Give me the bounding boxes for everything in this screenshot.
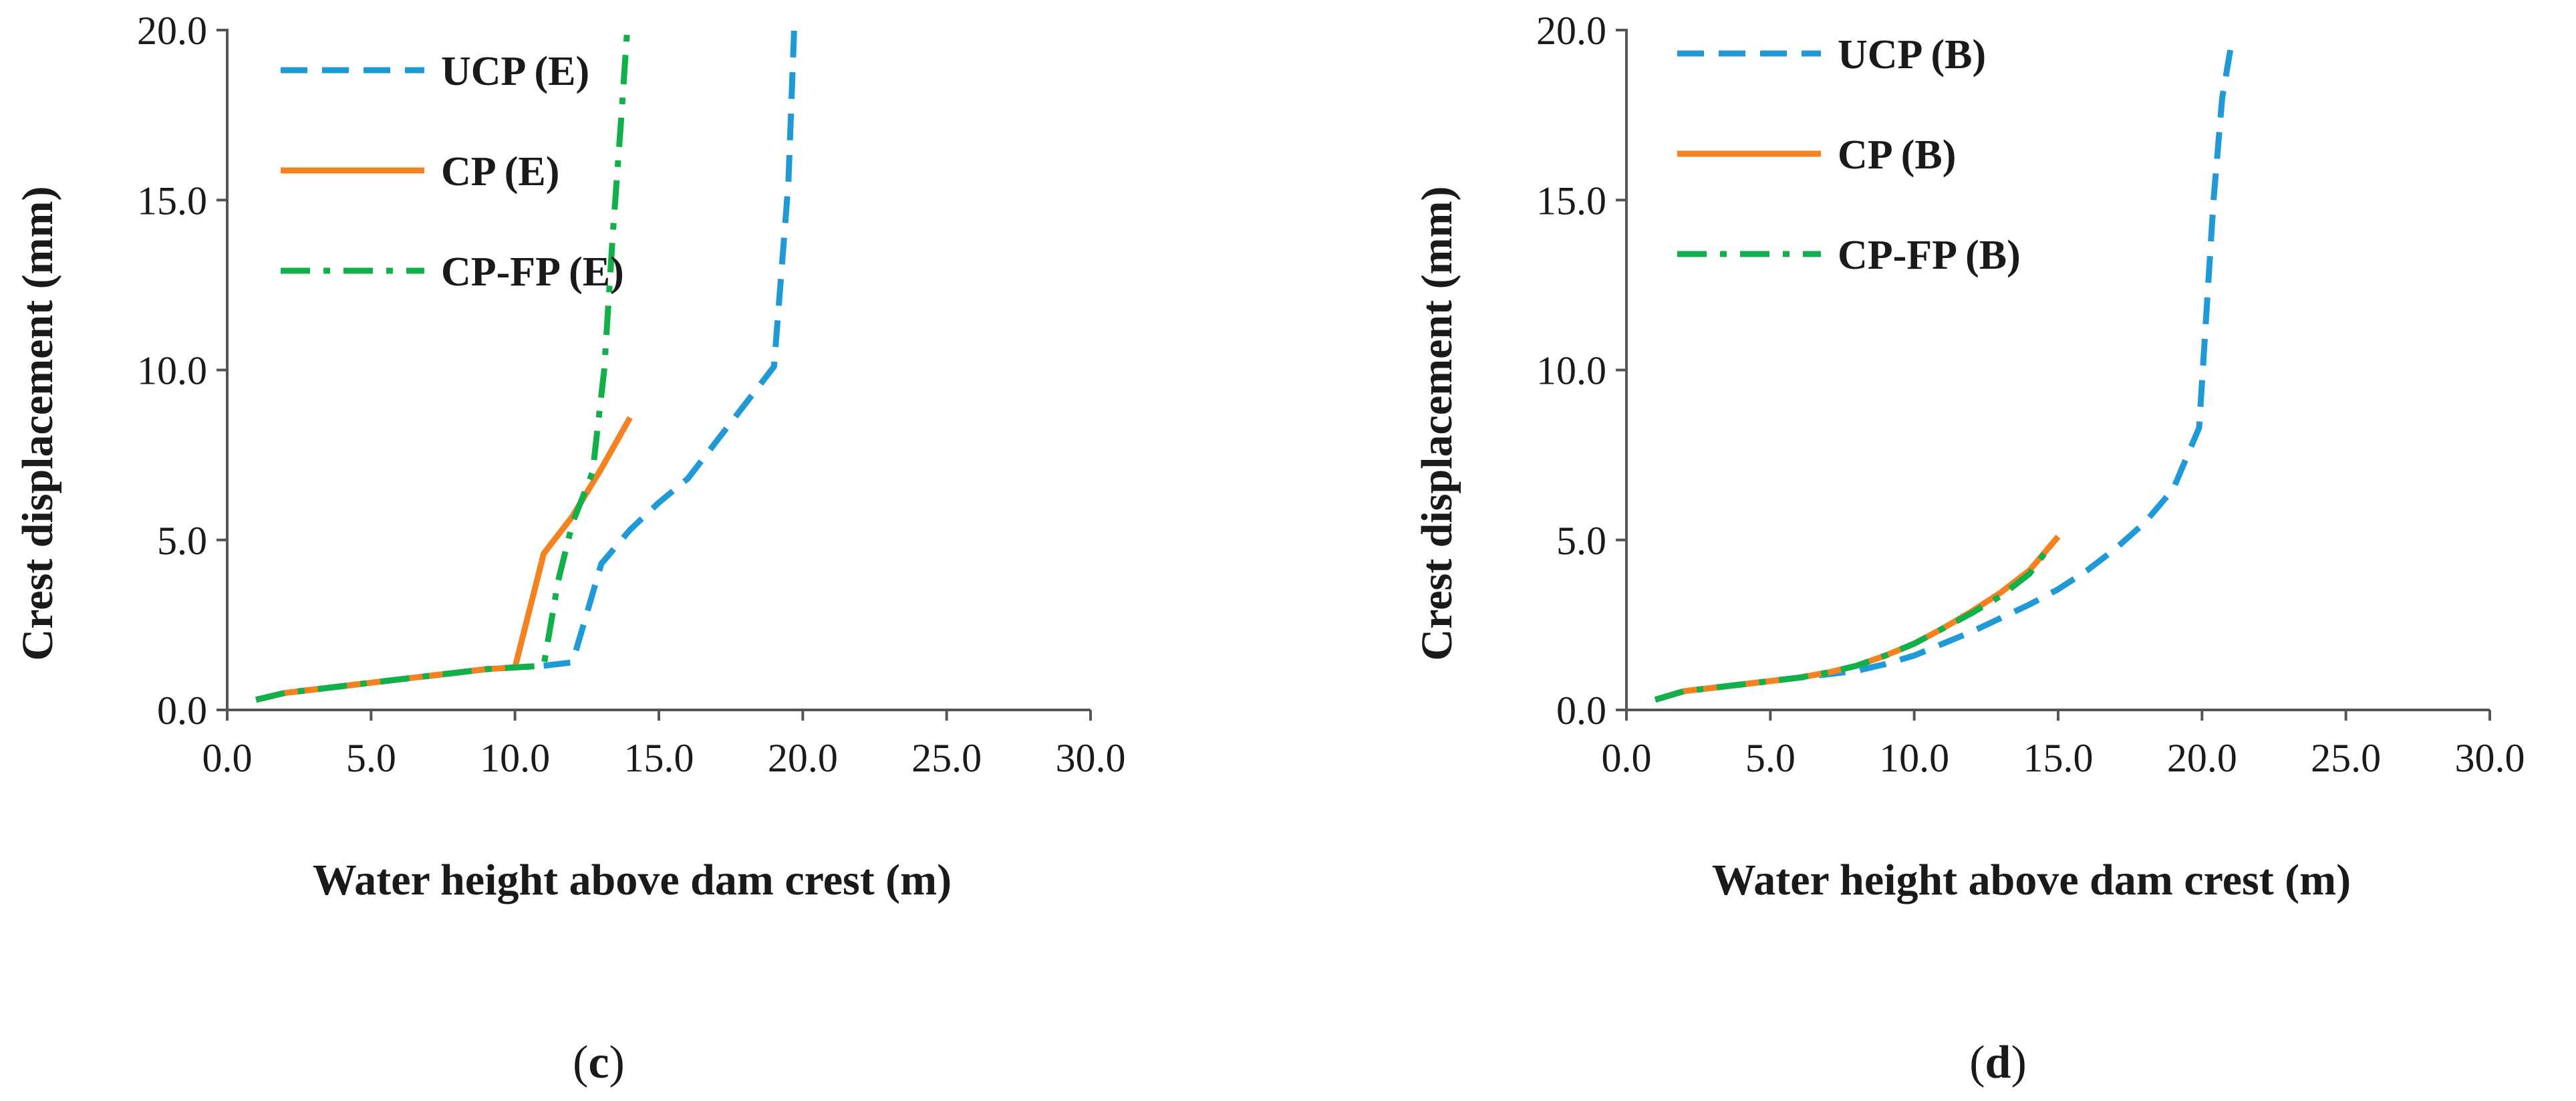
y-tick-label: 10.0: [137, 349, 207, 393]
y-tick-label: 15.0: [1536, 178, 1606, 223]
panel-label-letter: c: [588, 1037, 609, 1088]
x-tick-label: 5.0: [1745, 736, 1796, 780]
x-axis-label: Water height above dam crest (m): [1712, 856, 2351, 904]
plot-lines: [255, 29, 797, 703]
legend-label: CP (B): [1838, 132, 1956, 178]
x-tick-label: 30.0: [1056, 736, 1126, 780]
panel-label: (c): [573, 1037, 625, 1088]
y-tick-group: 0.0 5.0 10.0 15.0 20.0: [137, 9, 227, 733]
series-line-cp-e: [255, 416, 633, 703]
y-tick-label: 20.0: [137, 9, 207, 53]
x-tick-label: 25.0: [2311, 736, 2381, 780]
plot-lines: [1654, 46, 2234, 703]
x-tick-label: 20.0: [768, 736, 838, 780]
x-tick-label: 30.0: [2455, 736, 2525, 780]
legend-label: CP-FP (B): [1838, 233, 2021, 278]
x-tick-label: 0.0: [1602, 736, 1652, 780]
y-axis-label: Crest displacement (mm): [13, 187, 62, 661]
panel-label-letter: d: [1985, 1037, 2011, 1088]
y-axis-label: Crest displacement (mm): [1413, 187, 1461, 661]
y-tick-label: 15.0: [137, 178, 207, 223]
x-tick-label: 15.0: [624, 736, 694, 780]
y-tick-group: 0.0 5.0 10.0 15.0 20.0: [1536, 9, 1626, 733]
series-line-cp-fp-e: [255, 29, 631, 703]
x-tick-group: 0.0 5.0 10.0 15.0 20.0 25.0 30.0: [202, 710, 1126, 780]
x-tick-label: 10.0: [1879, 736, 1949, 780]
series-line-ucp-e: [255, 29, 797, 703]
x-tick-label: 20.0: [2167, 736, 2237, 780]
panel-label: (d): [1969, 1037, 2027, 1088]
x-tick-label: 15.0: [2023, 736, 2094, 780]
series-line-cp-fp-b: [1654, 545, 2052, 703]
x-tick-label: 10.0: [480, 736, 550, 780]
y-tick-label: 0.0: [157, 689, 207, 733]
x-tick-group: 0.0 5.0 10.0 15.0 20.0 25.0 30.0: [1602, 710, 2525, 780]
x-tick-label: 25.0: [911, 736, 982, 780]
legend: UCP (E) CP (E) CP-FP (E): [281, 49, 624, 295]
legend-label: UCP (B): [1838, 32, 1986, 78]
chart-panel-c: 0.0 5.0 10.0 15.0 20.0 25.0 30.0 0.0 5.0 10.0 15.…: [13, 9, 1126, 1088]
legend-label: CP-FP (E): [441, 249, 624, 295]
y-tick-label: 5.0: [157, 519, 207, 563]
y-tick-label: 20.0: [1536, 9, 1606, 53]
legend-label: CP (E): [441, 149, 559, 195]
y-tick-label: 0.0: [1556, 689, 1606, 733]
y-tick-label: 5.0: [1556, 519, 1606, 563]
legend-label: UCP (E): [441, 49, 589, 94]
legend: UCP (B) CP (B) CP-FP (B): [1677, 32, 2021, 278]
y-tick-label: 10.0: [1536, 349, 1606, 393]
x-axis-label: Water height above dam crest (m): [313, 856, 952, 904]
chart-panel-d: 0.0 5.0 10.0 15.0 20.0 25.0 30.0 0.0 5.0 10.0 15.…: [1413, 9, 2525, 1088]
x-tick-label: 5.0: [346, 736, 396, 780]
x-tick-label: 0.0: [202, 736, 253, 780]
